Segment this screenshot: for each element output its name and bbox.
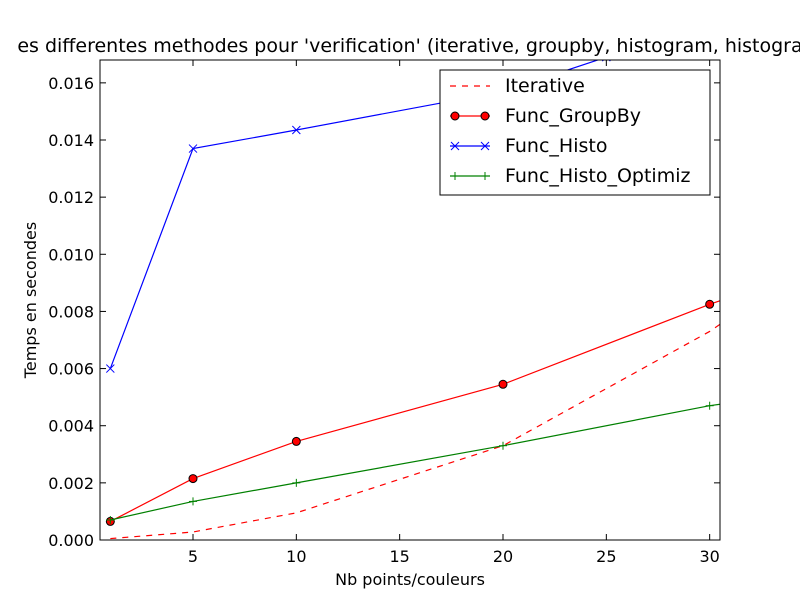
y-tick-label: 0.006: [48, 360, 94, 379]
x-tick-label: 15: [389, 547, 409, 566]
x-tick-label: 5: [188, 547, 198, 566]
x-axis-label: Nb points/couleurs: [335, 570, 485, 589]
y-axis-label: Temps en secondes: [21, 222, 40, 379]
data-point: [292, 478, 301, 487]
data-point: [705, 299, 715, 309]
series-layer: [105, 60, 720, 540]
y-tick-label: 0.016: [48, 74, 94, 93]
plot-frame: [99, 59, 721, 541]
legend-marker: [450, 141, 460, 151]
series-func-histo-optimiz: [106, 401, 720, 524]
y-tick-label: 0.014: [48, 131, 94, 150]
y-tick-label: 0.002: [48, 474, 94, 493]
legend-label: Iterative: [505, 75, 585, 97]
chart-title: es differentes methodes pour 'verificati…: [17, 35, 800, 57]
data-point: [498, 379, 508, 389]
legend: Iterative Func_GroupBy Func_Histo Func_Hist…: [439, 69, 711, 196]
y-tick-label: 0.000: [48, 531, 94, 550]
series-func-groupby: [105, 299, 720, 526]
data-point: [291, 125, 301, 135]
legend-marker: [480, 141, 490, 151]
data-point: [499, 441, 507, 450]
legend-label: Func_Histo_Optimiz: [505, 165, 690, 187]
x-tick-label: 10: [286, 547, 306, 566]
legend-entry: Func_GroupBy: [450, 105, 641, 127]
data-point: [189, 497, 197, 506]
legend-marker: [480, 111, 490, 121]
ticks-layer: 5 10 15 20 25 30 0.000 0.002 0.004 0.006 0.008 0.01…: [48, 60, 720, 566]
legend-marker: [451, 172, 459, 180]
legend-label: Func_GroupBy: [505, 105, 641, 127]
legend-entry: Func_Histo_Optimiz: [450, 165, 690, 187]
data-point: [705, 401, 714, 410]
legend-entry: Iterative: [450, 75, 585, 97]
y-tick-label: 0.008: [48, 302, 94, 321]
x-tick-label: 25: [596, 547, 616, 566]
legend-marker: [481, 172, 489, 180]
y-tick-label: 0.012: [48, 188, 94, 207]
data-point: [291, 436, 301, 446]
legend-entry: Func_Histo: [450, 135, 607, 157]
y-tick-label: 0.004: [48, 417, 94, 436]
data-point: [105, 364, 115, 373]
x-tick-label: 20: [493, 547, 513, 566]
legend-label: Func_Histo: [505, 135, 607, 157]
series-line: [109, 60, 600, 369]
x-tick-label: 30: [699, 547, 719, 566]
legend-marker: [450, 111, 460, 121]
data-point: [188, 144, 198, 153]
data-point: [106, 516, 115, 524]
y-tick-label: 0.010: [48, 245, 94, 264]
data-point: [188, 474, 198, 484]
